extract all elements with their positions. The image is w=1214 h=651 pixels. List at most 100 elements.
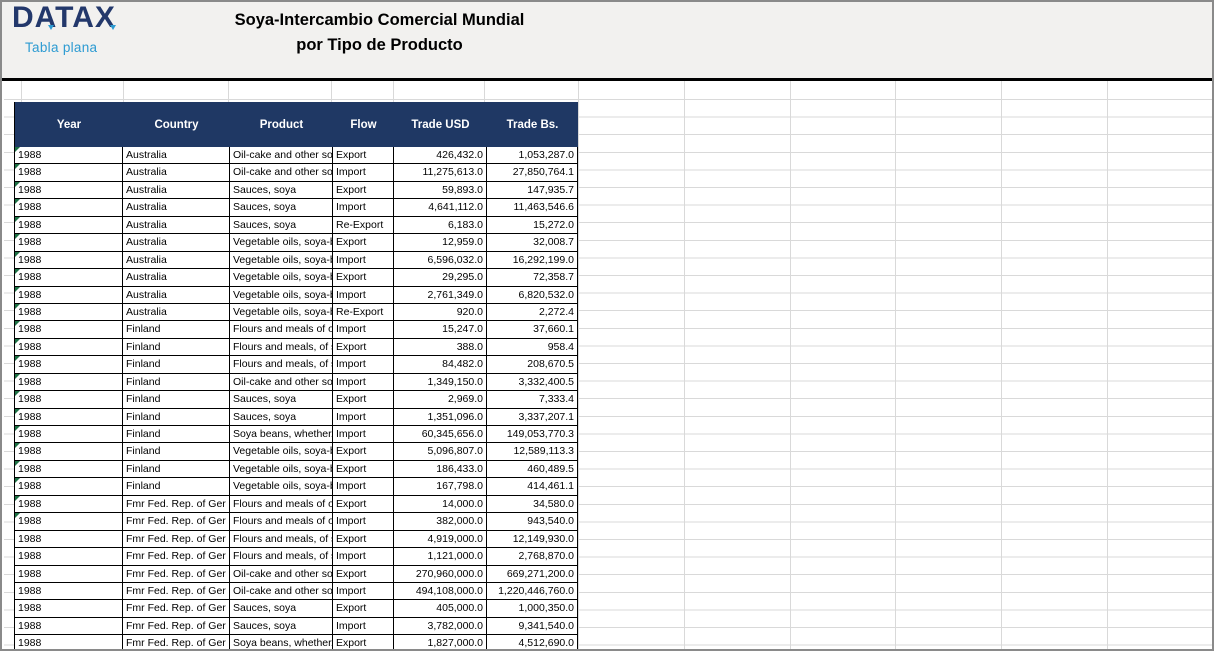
cell-country[interactable]: Australia: [123, 181, 230, 199]
cell-trade-usd[interactable]: 4,919,000.0: [394, 530, 487, 548]
cell-product[interactable]: Sauces, soya: [230, 181, 333, 199]
cell-product[interactable]: Sauces, soya: [230, 408, 333, 425]
cell-product[interactable]: Flours and meals of o: [230, 495, 333, 513]
cell-trade-usd[interactable]: 167,798.0: [394, 478, 487, 495]
cell-trade-usd[interactable]: 6,596,032.0: [394, 251, 487, 269]
cell-trade-bs[interactable]: 149,053,770.3: [487, 426, 578, 443]
cell-trade-usd[interactable]: 920.0: [394, 303, 487, 321]
cell-product[interactable]: Vegetable oils, soya-b: [230, 234, 333, 251]
cell-trade-usd[interactable]: 388.0: [394, 338, 487, 356]
cell-year[interactable]: 1988: [15, 181, 123, 199]
cell-trade-usd[interactable]: 2,761,349.0: [394, 286, 487, 303]
cell-trade-bs[interactable]: 460,489.5: [487, 460, 578, 478]
cell-product[interactable]: Flours and meals, of s: [230, 548, 333, 565]
column-header-flow[interactable]: Flow: [350, 118, 377, 131]
cell-flow[interactable]: Re-Export: [333, 303, 394, 321]
cell-flow[interactable]: Import: [333, 617, 394, 635]
cell-year[interactable]: 1988: [15, 251, 123, 269]
cell-product[interactable]: Flours and meals, of s: [230, 356, 333, 373]
cell-country[interactable]: Fmr Fed. Rep. of Ger: [123, 565, 230, 582]
cell-year[interactable]: 1988: [15, 460, 123, 478]
cell-trade-usd[interactable]: 186,433.0: [394, 460, 487, 478]
cell-year[interactable]: 1988: [15, 303, 123, 321]
cell-country[interactable]: Australia: [123, 303, 230, 321]
cell-trade-bs[interactable]: 3,337,207.1: [487, 408, 578, 425]
cell-country[interactable]: Australia: [123, 216, 230, 234]
cell-year[interactable]: 1988: [15, 356, 123, 373]
cell-country[interactable]: Finland: [123, 443, 230, 460]
cell-flow[interactable]: Export: [333, 600, 394, 617]
cell-trade-bs[interactable]: 16,292,199.0: [487, 251, 578, 269]
cell-country[interactable]: Finland: [123, 373, 230, 391]
cell-country[interactable]: Finland: [123, 321, 230, 338]
cell-flow[interactable]: Export: [333, 495, 394, 513]
cell-year[interactable]: 1988: [15, 530, 123, 548]
cell-trade-usd[interactable]: 1,351,096.0: [394, 408, 487, 425]
cell-flow[interactable]: Import: [333, 426, 394, 443]
cell-trade-bs[interactable]: 1,053,287.0: [487, 147, 578, 164]
cell-flow[interactable]: Import: [333, 513, 394, 530]
cell-trade-bs[interactable]: 12,589,113.3: [487, 443, 578, 460]
cell-product[interactable]: Soya beans, whether/: [230, 426, 333, 443]
cell-trade-usd[interactable]: 3,782,000.0: [394, 617, 487, 635]
cell-trade-bs[interactable]: 2,272.4: [487, 303, 578, 321]
cell-flow[interactable]: Import: [333, 321, 394, 338]
column-header-country[interactable]: Country: [154, 118, 199, 131]
cell-trade-usd[interactable]: 15,247.0: [394, 321, 487, 338]
cell-trade-bs[interactable]: 2,768,870.0: [487, 548, 578, 565]
cell-product[interactable]: Sauces, soya: [230, 216, 333, 234]
cell-country[interactable]: Finland: [123, 426, 230, 443]
cell-product[interactable]: Sauces, soya: [230, 617, 333, 635]
cell-country[interactable]: Australia: [123, 269, 230, 286]
cell-year[interactable]: 1988: [15, 495, 123, 513]
column-header-product[interactable]: Product: [259, 118, 304, 131]
cell-country[interactable]: Fmr Fed. Rep. of Ger: [123, 600, 230, 617]
cell-year[interactable]: 1988: [15, 321, 123, 338]
cell-trade-usd[interactable]: 494,108,000.0: [394, 582, 487, 600]
cell-flow[interactable]: Export: [333, 391, 394, 408]
cell-product[interactable]: Oil-cake and other so: [230, 147, 333, 164]
cell-country[interactable]: Australia: [123, 234, 230, 251]
column-header-trade-usd[interactable]: Trade USD: [411, 118, 470, 131]
cell-flow[interactable]: Export: [333, 269, 394, 286]
cell-country[interactable]: Finland: [123, 356, 230, 373]
cell-country[interactable]: Fmr Fed. Rep. of Ger: [123, 635, 230, 649]
cell-trade-usd[interactable]: 426,432.0: [394, 147, 487, 164]
cell-trade-usd[interactable]: 1,827,000.0: [394, 635, 487, 649]
cell-product[interactable]: Oil-cake and other so: [230, 582, 333, 600]
cell-flow[interactable]: Import: [333, 356, 394, 373]
cell-product[interactable]: Vegetable oils, soya-b: [230, 478, 333, 495]
cell-trade-bs[interactable]: 943,540.0: [487, 513, 578, 530]
cell-country[interactable]: Finland: [123, 408, 230, 425]
cell-year[interactable]: 1988: [15, 286, 123, 303]
cell-product[interactable]: Flours and meals, of s: [230, 530, 333, 548]
cell-trade-bs[interactable]: 147,935.7: [487, 181, 578, 199]
cell-year[interactable]: 1988: [15, 443, 123, 460]
cell-flow[interactable]: Export: [333, 530, 394, 548]
cell-flow[interactable]: Import: [333, 548, 394, 565]
column-header-trade-bs[interactable]: Trade Bs.: [506, 118, 559, 131]
cell-product[interactable]: Vegetable oils, soya-b: [230, 251, 333, 269]
cell-product[interactable]: Vegetable oils, soya-b: [230, 269, 333, 286]
cell-country[interactable]: Finland: [123, 460, 230, 478]
cell-flow[interactable]: Import: [333, 199, 394, 216]
cell-trade-usd[interactable]: 2,969.0: [394, 391, 487, 408]
cell-flow[interactable]: Import: [333, 251, 394, 269]
cell-country[interactable]: Fmr Fed. Rep. of Ger: [123, 513, 230, 530]
cell-trade-usd[interactable]: 29,295.0: [394, 269, 487, 286]
cell-country[interactable]: Fmr Fed. Rep. of Ger: [123, 495, 230, 513]
cell-trade-bs[interactable]: 34,580.0: [487, 495, 578, 513]
cell-flow[interactable]: Export: [333, 147, 394, 164]
cell-year[interactable]: 1988: [15, 548, 123, 565]
cell-country[interactable]: Fmr Fed. Rep. of Ger: [123, 582, 230, 600]
cell-trade-bs[interactable]: 958.4: [487, 338, 578, 356]
cell-flow[interactable]: Export: [333, 234, 394, 251]
cell-trade-usd[interactable]: 84,482.0: [394, 356, 487, 373]
cell-trade-bs[interactable]: 15,272.0: [487, 216, 578, 234]
column-header-year[interactable]: Year: [56, 118, 82, 131]
cell-country[interactable]: Finland: [123, 391, 230, 408]
cell-trade-bs[interactable]: 11,463,546.6: [487, 199, 578, 216]
cell-trade-usd[interactable]: 4,641,112.0: [394, 199, 487, 216]
cell-year[interactable]: 1988: [15, 600, 123, 617]
cell-flow[interactable]: Import: [333, 478, 394, 495]
